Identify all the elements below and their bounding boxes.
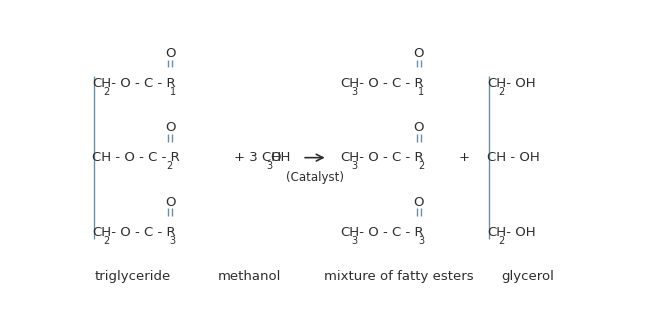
Text: CH: CH xyxy=(487,77,506,90)
Text: O: O xyxy=(165,196,176,209)
Text: triglyceride: triglyceride xyxy=(94,270,171,283)
Text: methanol: methanol xyxy=(217,270,281,283)
Text: +: + xyxy=(459,151,470,164)
Text: CH - OH: CH - OH xyxy=(487,151,540,164)
Text: O: O xyxy=(413,196,424,209)
Text: 2: 2 xyxy=(498,87,504,97)
Text: CH - O - C - R: CH - O - C - R xyxy=(92,151,180,164)
Text: 3: 3 xyxy=(267,161,273,171)
Text: 3: 3 xyxy=(169,236,176,246)
Text: - OH: - OH xyxy=(502,77,536,90)
Text: 2: 2 xyxy=(103,87,109,97)
Text: CH: CH xyxy=(340,225,359,239)
Text: 1: 1 xyxy=(418,87,424,97)
Text: (Catalyst): (Catalyst) xyxy=(286,171,344,184)
Text: CH: CH xyxy=(92,225,111,239)
Text: OH: OH xyxy=(271,151,291,164)
Text: 1: 1 xyxy=(169,87,176,97)
Text: + 3 CH: + 3 CH xyxy=(234,151,281,164)
Text: O: O xyxy=(413,47,424,60)
Text: 2: 2 xyxy=(418,161,424,171)
Text: 2: 2 xyxy=(103,236,109,246)
Text: CH: CH xyxy=(487,225,506,239)
Text: CH: CH xyxy=(340,151,359,164)
Text: mixture of fatty esters: mixture of fatty esters xyxy=(324,270,473,283)
Text: O: O xyxy=(165,121,176,134)
Text: 2: 2 xyxy=(165,161,172,171)
Text: - O - C - R: - O - C - R xyxy=(355,151,424,164)
Text: 2: 2 xyxy=(498,236,504,246)
Text: CH: CH xyxy=(92,77,111,90)
Text: - O - C - R: - O - C - R xyxy=(107,225,175,239)
Text: CH: CH xyxy=(340,77,359,90)
Text: - OH: - OH xyxy=(502,225,536,239)
Text: 3: 3 xyxy=(351,87,357,97)
Text: - O - C - R: - O - C - R xyxy=(355,225,424,239)
Text: O: O xyxy=(165,47,176,60)
Text: glycerol: glycerol xyxy=(502,270,554,283)
Text: - O - C - R: - O - C - R xyxy=(107,77,175,90)
Text: 3: 3 xyxy=(418,236,424,246)
Text: - O - C - R: - O - C - R xyxy=(355,77,424,90)
Text: O: O xyxy=(413,121,424,134)
Text: 3: 3 xyxy=(351,161,357,171)
Text: 3: 3 xyxy=(351,236,357,246)
